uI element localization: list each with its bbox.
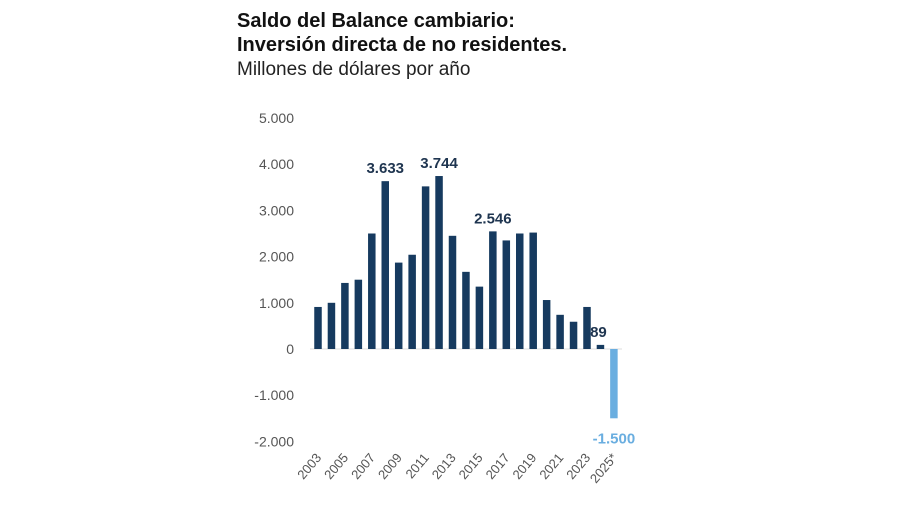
bar-2019 <box>529 232 537 349</box>
data-label-2016: 2.546 <box>474 210 512 227</box>
bar-2025* <box>610 349 618 419</box>
bar-2010 <box>408 254 416 349</box>
x-tick-label: 2017 <box>483 450 513 482</box>
bar-2004 <box>327 302 336 349</box>
y-tick-label: 2.000 <box>259 249 294 265</box>
x-tick-label: 2025* <box>587 450 620 486</box>
bar-2022 <box>569 321 578 349</box>
x-tick-label: 2021 <box>536 450 566 482</box>
y-tick-label: 1.000 <box>259 295 294 311</box>
data-label-2008: 3.633 <box>366 160 404 177</box>
bar-2007 <box>368 233 376 349</box>
y-tick-label: 3.000 <box>259 202 294 218</box>
bar-2024 <box>596 344 605 349</box>
x-tick-label: 2003 <box>294 450 324 482</box>
y-tick-label: 5.000 <box>259 110 294 126</box>
bar-2023 <box>583 306 591 349</box>
x-tick-label: 2007 <box>348 450 378 482</box>
bar-2011 <box>421 186 430 349</box>
x-tick-label: 2015 <box>456 450 486 482</box>
bar-2006 <box>354 279 363 349</box>
bar-2012 <box>435 176 443 349</box>
data-label-2024: 89 <box>590 324 607 341</box>
x-tick-label: 2013 <box>429 450 459 482</box>
bar-2017 <box>502 240 511 349</box>
x-tick-label: 2009 <box>375 450 405 482</box>
bar-2013 <box>448 235 457 349</box>
y-tick-label: 0 <box>286 341 294 357</box>
data-label-2025*: -1.500 <box>593 430 636 447</box>
bar-2018 <box>516 233 524 349</box>
y-tick-label: 4.000 <box>259 156 294 172</box>
y-tick-label: -1.000 <box>254 387 294 403</box>
data-label-2012: 3.744 <box>420 155 458 172</box>
y-tick-label: -2.000 <box>254 433 294 449</box>
bar-2016 <box>489 231 497 349</box>
bar-2005 <box>341 282 349 349</box>
bar-2009 <box>394 262 403 349</box>
bar-2014 <box>462 271 470 349</box>
x-tick-label: 2005 <box>321 450 351 482</box>
bar-2020 <box>542 300 551 349</box>
chart-title-line2: Inversión directa de no residentes. <box>237 34 568 56</box>
bar-2021 <box>556 314 564 349</box>
x-tick-label: 2011 <box>402 450 431 481</box>
bar-2008 <box>381 181 389 349</box>
chart-title: Saldo del Balance cambiario: <box>237 10 515 32</box>
chart-subtitle: Millones de dólares por año <box>237 59 471 80</box>
bar-2015 <box>475 286 484 349</box>
bar-2003 <box>314 306 322 349</box>
x-tick-label: 2019 <box>509 450 539 482</box>
